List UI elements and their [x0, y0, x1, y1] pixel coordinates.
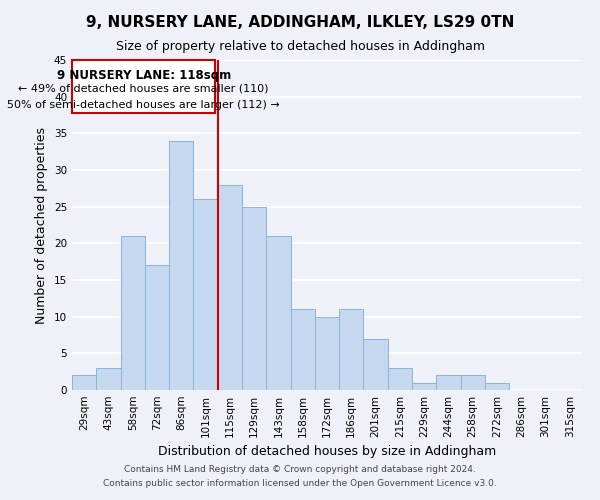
Bar — [266, 236, 290, 390]
Bar — [72, 376, 96, 390]
X-axis label: Distribution of detached houses by size in Addingham: Distribution of detached houses by size … — [158, 446, 496, 458]
Bar — [485, 382, 509, 390]
Bar — [436, 376, 461, 390]
Bar — [290, 310, 315, 390]
Text: 50% of semi-detached houses are larger (112) →: 50% of semi-detached houses are larger (… — [7, 100, 280, 110]
Bar — [121, 236, 145, 390]
Bar — [315, 316, 339, 390]
Bar — [96, 368, 121, 390]
Text: 9, NURSERY LANE, ADDINGHAM, ILKLEY, LS29 0TN: 9, NURSERY LANE, ADDINGHAM, ILKLEY, LS29… — [86, 15, 514, 30]
Bar — [242, 206, 266, 390]
FancyBboxPatch shape — [72, 60, 215, 113]
Bar — [218, 184, 242, 390]
Text: Contains HM Land Registry data © Crown copyright and database right 2024.
Contai: Contains HM Land Registry data © Crown c… — [103, 466, 497, 487]
Bar — [364, 338, 388, 390]
Text: 9 NURSERY LANE: 118sqm: 9 NURSERY LANE: 118sqm — [56, 69, 231, 82]
Bar — [339, 310, 364, 390]
Bar — [388, 368, 412, 390]
Bar — [461, 376, 485, 390]
Y-axis label: Number of detached properties: Number of detached properties — [35, 126, 49, 324]
Bar — [169, 140, 193, 390]
Text: ← 49% of detached houses are smaller (110): ← 49% of detached houses are smaller (11… — [19, 84, 269, 94]
Bar — [412, 382, 436, 390]
Text: Size of property relative to detached houses in Addingham: Size of property relative to detached ho… — [115, 40, 485, 53]
Bar — [145, 266, 169, 390]
Bar — [193, 200, 218, 390]
